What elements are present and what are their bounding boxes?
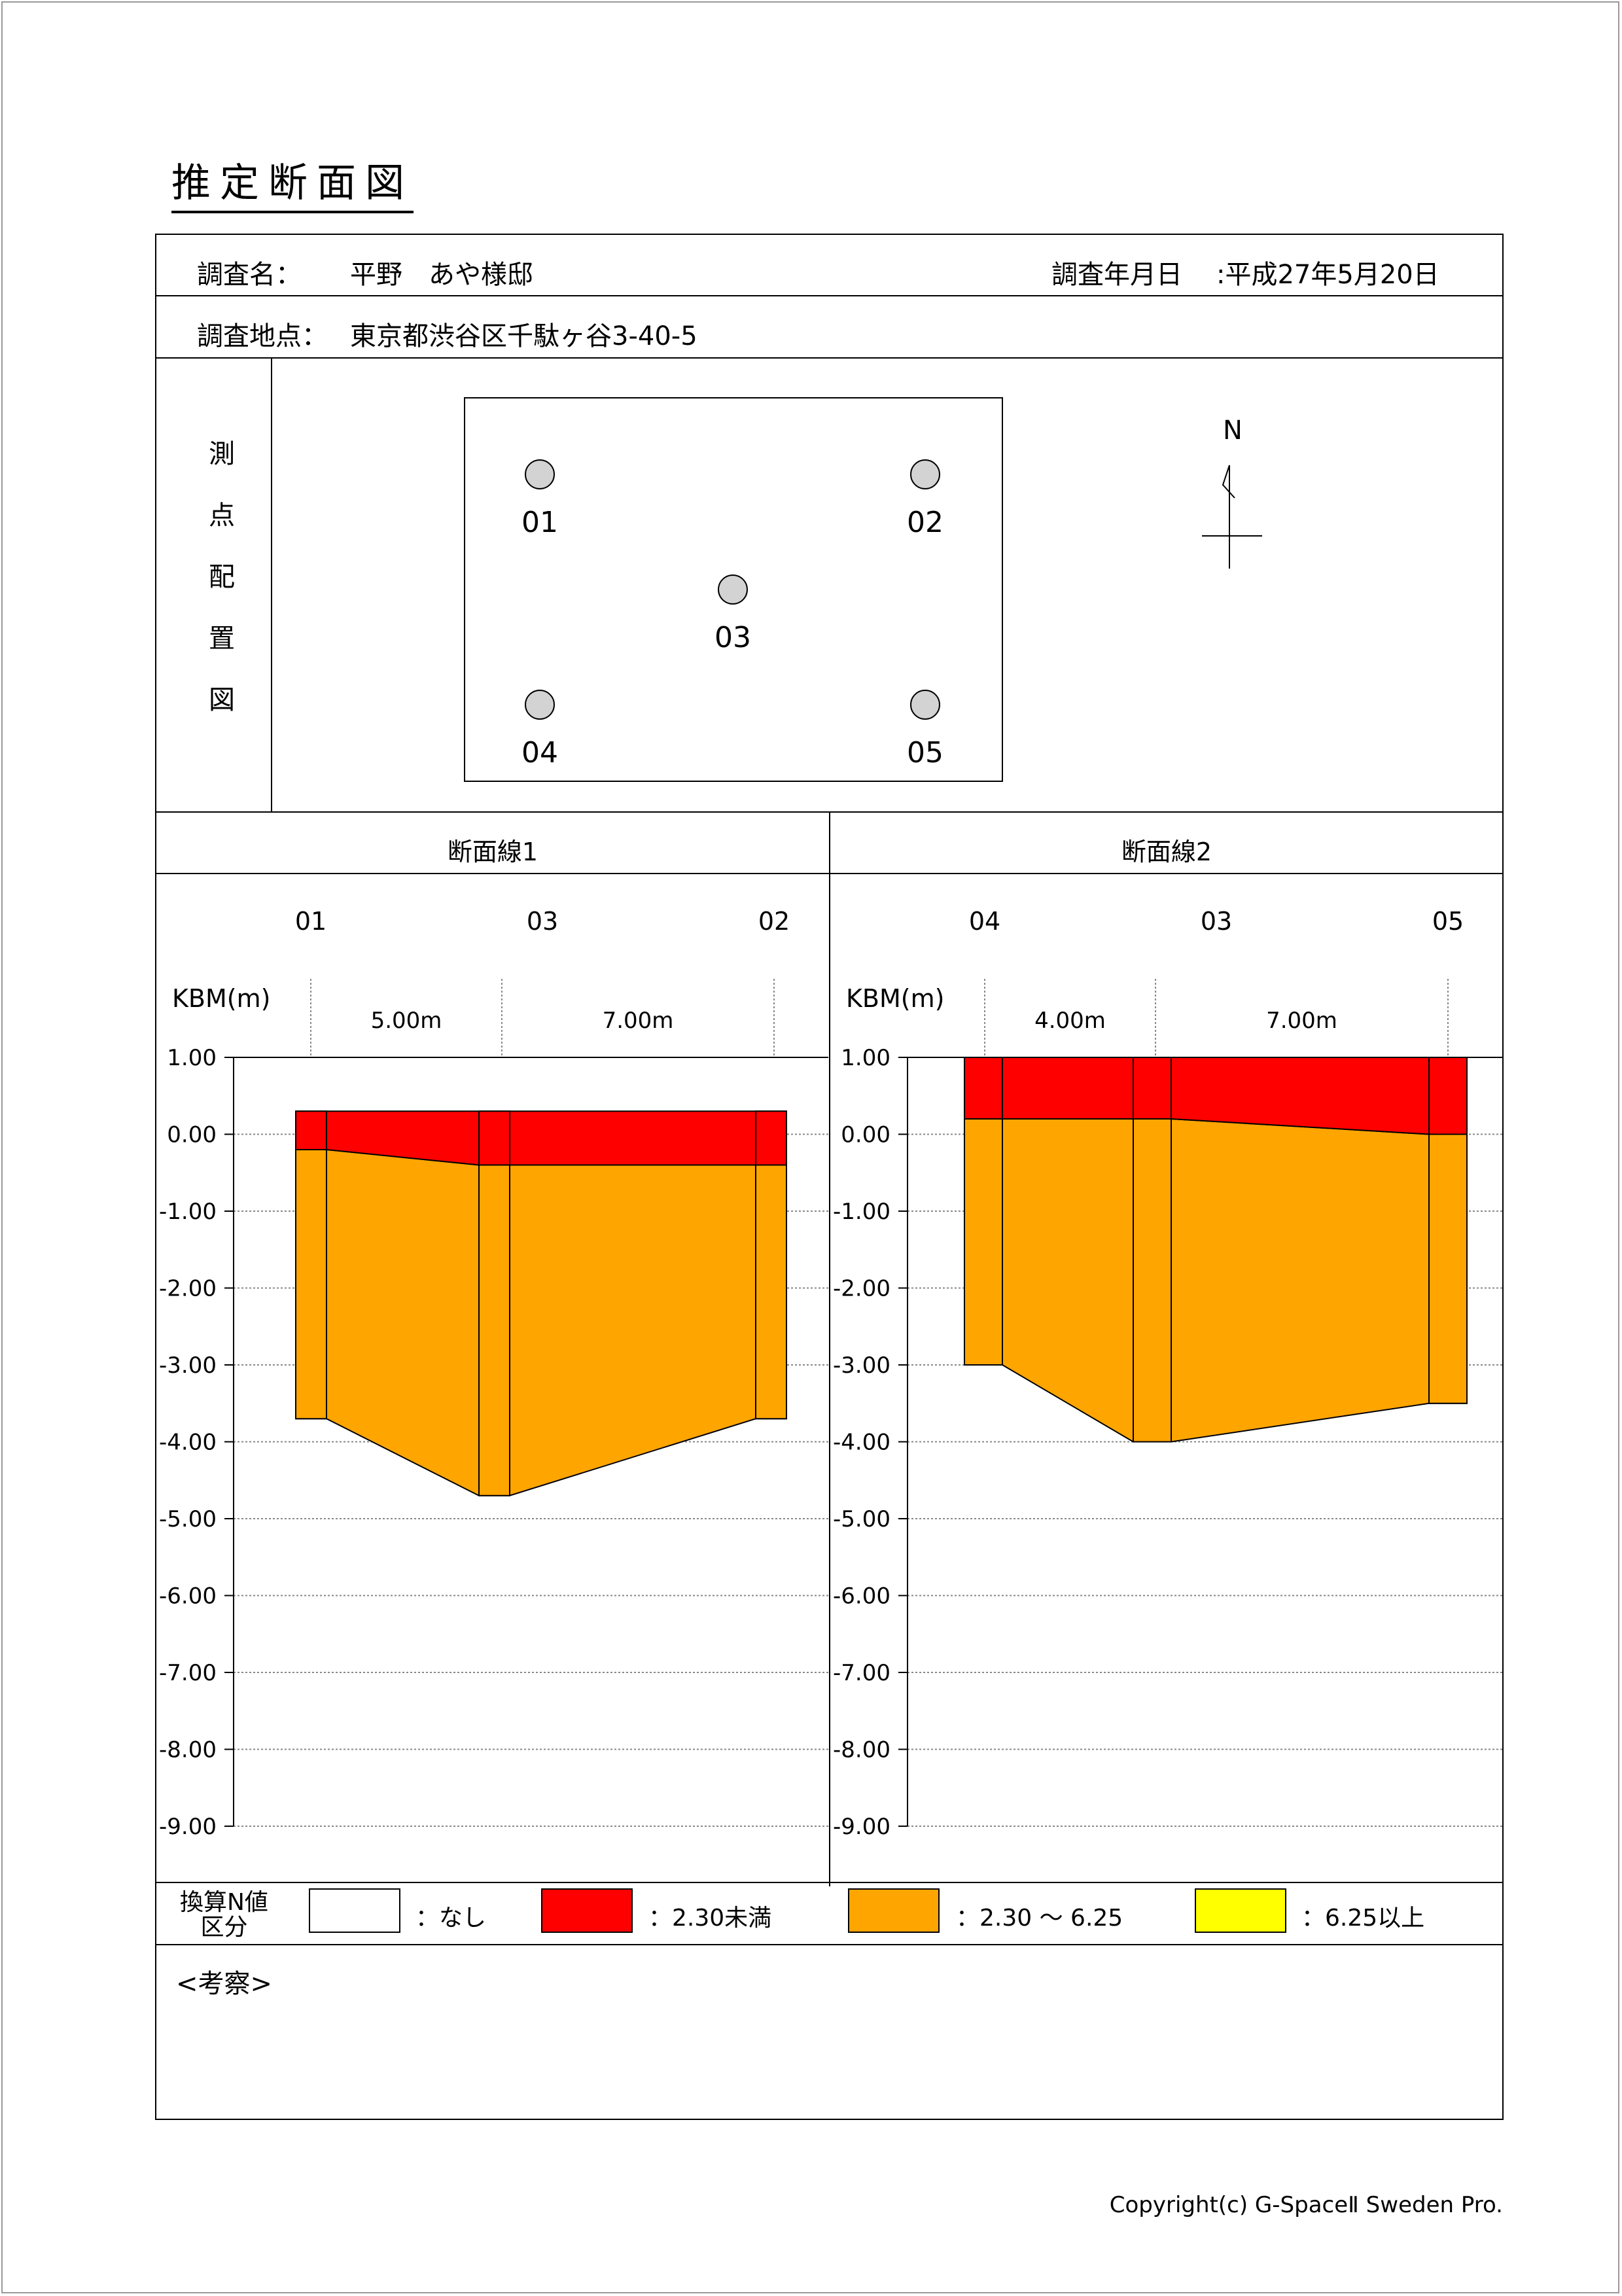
- point-label: 01: [521, 506, 558, 539]
- y-tick-label: -5.00: [833, 1506, 890, 1532]
- column-orange-03: [1133, 1118, 1172, 1443]
- location-label: 調査地点：: [197, 321, 328, 351]
- section-1-title: 断面線1: [447, 838, 538, 866]
- legend-swatch-red: [541, 1888, 633, 1933]
- north-arrow-icon: N: [1202, 415, 1262, 569]
- section-point-label: 03: [527, 907, 558, 936]
- survey-name-label: 調査名：: [197, 260, 302, 290]
- site-plan-label-char: 図: [209, 685, 235, 715]
- point-label: 03: [714, 621, 751, 654]
- copyright: Copyright(c) G-SpaceⅡ Sweden Pro.: [1109, 2192, 1503, 2218]
- y-tick-label: -5.00: [159, 1506, 217, 1532]
- point-marker: [910, 459, 940, 489]
- layer-orange: [295, 1149, 787, 1496]
- y-tick-label: -7.00: [159, 1660, 217, 1686]
- column-orange-05: [1428, 1133, 1468, 1404]
- y-axis-label: KBM(m): [172, 984, 270, 1013]
- distance-label: 5.00m: [371, 1008, 442, 1034]
- point-marker: [718, 574, 748, 605]
- y-tick-label: -3.00: [159, 1352, 217, 1379]
- y-tick-label: 1.00: [167, 1045, 217, 1071]
- point-marker: [525, 690, 555, 720]
- y-tick-label: -3.00: [833, 1352, 890, 1379]
- column-orange-02: [755, 1164, 787, 1420]
- column-orange-04: [964, 1118, 1003, 1366]
- section-2-chart: 04 03 05 KBM(m) 4.00m 7.00m 1.00 0.00 -1.00 -2.00…: [833, 907, 1504, 1840]
- distance-label: 4.00m: [1034, 1008, 1106, 1034]
- column-red-01: [295, 1110, 327, 1150]
- point-label: 02: [907, 506, 943, 539]
- column-red-03: [478, 1110, 510, 1166]
- notes-label: <考察>: [176, 1969, 273, 1999]
- legend-label-none: ：なし: [415, 1905, 487, 1932]
- column-red-02: [755, 1110, 787, 1166]
- y-tick-label: -1.00: [833, 1199, 890, 1225]
- column-orange-01: [295, 1149, 327, 1420]
- section-point-label: 05: [1432, 907, 1464, 936]
- column-red-05: [1428, 1057, 1468, 1135]
- y-tick-label: 0.00: [841, 1122, 890, 1148]
- section-point-label: 02: [758, 907, 790, 936]
- point-marker: [910, 690, 940, 720]
- section-point-label: 04: [969, 907, 1000, 936]
- y-tick-label: -7.00: [833, 1660, 890, 1686]
- section-point-label: 03: [1201, 907, 1232, 936]
- legend-title: 換算N値 区分: [180, 1890, 268, 1940]
- y-tick-label: -8.00: [159, 1737, 217, 1763]
- survey-name-value: 平野 あや様邸: [350, 260, 533, 290]
- legend-swatch-orange: [848, 1888, 940, 1933]
- legend-title-line2: 区分: [200, 1914, 248, 1941]
- y-axis-label: KBM(m): [846, 984, 944, 1013]
- layer-orange: [964, 1118, 1468, 1443]
- y-tick-label: -6.00: [159, 1583, 217, 1610]
- point-label: 05: [907, 736, 943, 769]
- site-plan: 01 02 03 04 05: [464, 397, 1003, 782]
- survey-date-value: :平成27年5月20日: [1216, 260, 1439, 290]
- legend-title-line1: 換算N値: [180, 1889, 268, 1916]
- column-red-03: [1133, 1057, 1172, 1120]
- y-tick-label: -2.00: [159, 1276, 217, 1302]
- legend-label-red: ：2.30未満: [648, 1905, 772, 1932]
- y-tick-label: -9.00: [833, 1814, 890, 1840]
- report-table: 調査名： 平野 あや様邸 調査年月日 :平成27年5月20日 調査地点： 東京都…: [155, 234, 1504, 2120]
- point-marker: [525, 459, 555, 489]
- column-orange-03: [478, 1164, 510, 1496]
- distance-label: 7.00m: [603, 1008, 674, 1034]
- legend-swatch-none: [309, 1888, 400, 1933]
- site-plan-label-char: 点: [209, 501, 235, 531]
- point-label: 04: [521, 736, 558, 769]
- legend-label-orange: ：2.30 ～ 6.25: [956, 1905, 1123, 1932]
- y-tick-label: -1.00: [159, 1199, 217, 1225]
- y-tick-label: -4.00: [833, 1430, 890, 1456]
- distance-label: 7.00m: [1266, 1008, 1337, 1034]
- section-point-label: 01: [295, 907, 326, 936]
- y-tick-label: 0.00: [167, 1122, 217, 1148]
- y-tick-label: 1.00: [841, 1045, 890, 1071]
- location-value: 東京都渋谷区千駄ヶ谷3-40-5: [350, 321, 697, 351]
- section-1-chart: 01 03 02 KBM(m) 5.00m 7.00m 1.00 0.00 -1.00 -2.00…: [159, 907, 828, 1840]
- north-label: N: [1223, 415, 1243, 446]
- column-red-04: [964, 1057, 1003, 1120]
- site-plan-label-char: 測: [209, 439, 235, 469]
- legend-label-yellow: ：6.25以上: [1301, 1905, 1425, 1932]
- y-tick-label: -6.00: [833, 1583, 890, 1610]
- y-tick-label: -8.00: [833, 1737, 890, 1763]
- legend-swatch-yellow: [1195, 1888, 1286, 1933]
- y-tick-label: -4.00: [159, 1430, 217, 1456]
- site-plan-label-char: 置: [209, 624, 235, 654]
- page-title: 推定断面図: [171, 157, 414, 213]
- survey-date-label: 調査年月日: [1051, 260, 1182, 290]
- site-plan-label-char: 配: [209, 562, 235, 592]
- y-tick-label: -2.00: [833, 1276, 890, 1302]
- section-2-title: 断面線2: [1121, 838, 1212, 866]
- y-tick-label: -9.00: [159, 1814, 217, 1840]
